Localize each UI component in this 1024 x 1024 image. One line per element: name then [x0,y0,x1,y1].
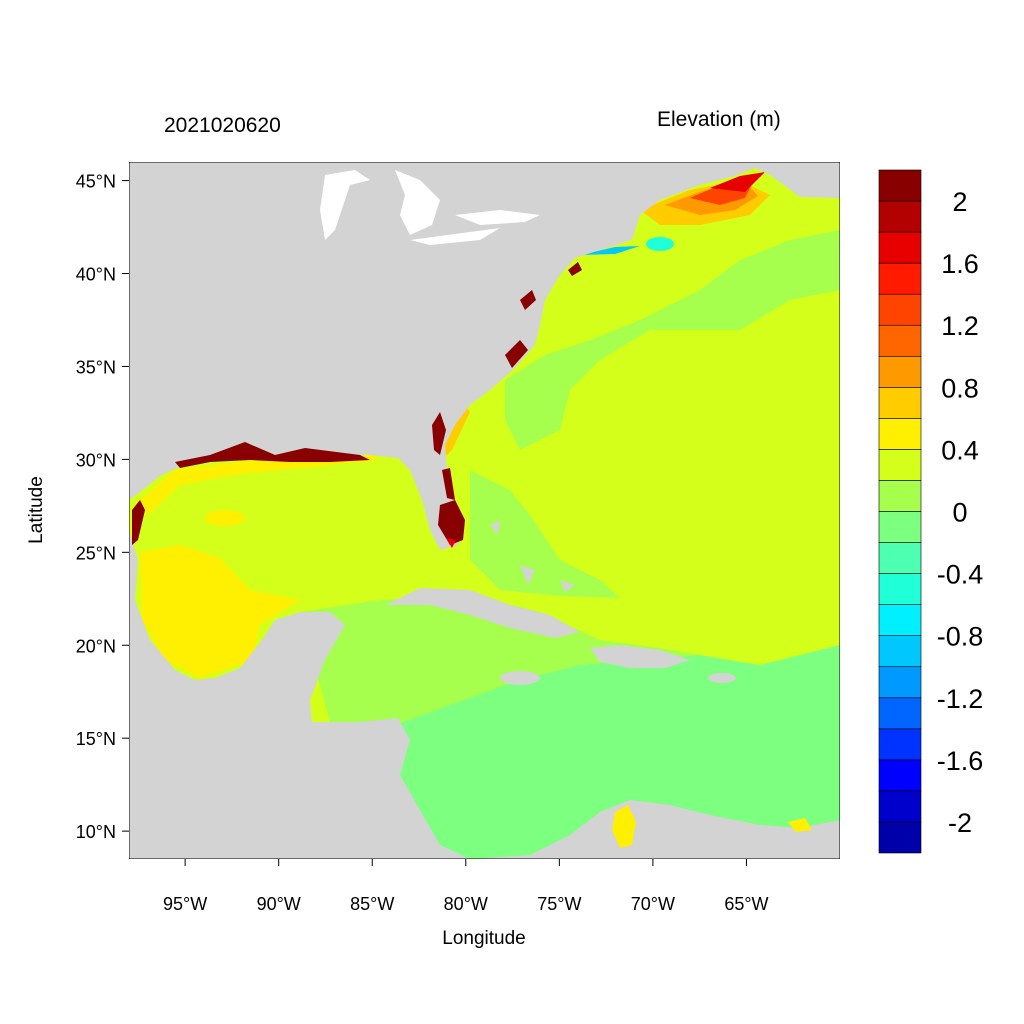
lake-maracaibo [612,805,636,848]
gulf-of-maine-surge-core [710,172,765,192]
south-florida-surge [438,500,465,545]
jamaica-land [500,671,540,685]
lon-tick-label: 80°W [444,894,488,914]
bahamas-land [490,520,575,592]
colorbar-label: -1.6 [937,746,984,776]
colorbar-swatch [878,666,922,699]
colorbar-swatch [878,200,922,233]
timestamp-title: 2021020620 [164,114,281,137]
southeast-florida-surge [442,468,455,500]
cuba-land [385,588,580,638]
lon-ticks: 95°W 90°W 85°W 80°W 75°W 70°W 65°W [163,859,769,914]
lon-tick-label: 95°W [163,894,207,914]
colorbar-swatch [878,697,922,730]
colorbar-swatch [878,418,922,450]
colorbar-swatch [878,759,922,792]
colorbar-swatch [878,262,922,295]
lon-tick-label: 85°W [350,894,394,914]
western-gulf-high [140,545,300,678]
colorbar-label: -0.4 [937,560,984,590]
colorbar-swatch [878,169,922,202]
colorbar-swatch [878,480,922,512]
y-axis-label: Latitude [26,476,47,544]
cape-cod-low [646,237,674,251]
great-lakes [320,170,540,245]
colorbar-swatch [878,231,922,264]
colorbar-swatch [878,387,922,419]
gulf-high-patch [205,510,245,526]
texas-coast-surge-fringe [132,500,145,545]
caribbean-sea-field [395,645,840,859]
hispaniola-land [590,645,690,668]
colorbar-swatch [878,355,922,388]
lat-ticks: 45°N 40°N 35°N 30°N 25°N 20°N 15°N 10°N [76,172,129,842]
colorbar-swatch [878,573,922,605]
lon-tick-label: 70°W [631,894,675,914]
x-axis-label: Longitude [442,928,525,949]
gulf-coastal-band [140,452,380,515]
gulf-coast-surge-fringe [175,442,370,468]
map-panel [129,162,840,859]
colorbar-label: -2 [948,808,972,838]
colorbar-labels: 2 1.6 1.2 0.8 0.4 0 -0.4 -0.8 -1.2 -1.6 -2 [937,187,984,838]
mexico-central-america-land [129,530,470,859]
colorbar-swatch [878,790,922,823]
florida-keys-surge [446,538,456,548]
colorbar-swatch [878,511,922,543]
colorbar-swatch [878,728,922,761]
colorbar-label: 0.8 [941,373,979,403]
colorbar-swatch [878,542,922,574]
lat-tick-label: 20°N [76,636,116,656]
lon-tick-label: 65°W [724,894,768,914]
lon-tick-label: 90°W [257,894,301,914]
colorbar-swatch [878,324,922,357]
east-coast-surge-fringe [432,262,582,455]
lat-tick-label: 40°N [76,265,116,285]
colorbar-swatch [878,635,922,668]
lon-tick-label: 75°W [537,894,581,914]
atlantic-shelf-field [505,230,840,450]
trinidad-high [788,818,812,832]
colorbar-label: 1.6 [941,249,979,279]
lat-tick-label: 15°N [76,729,116,749]
lat-tick-label: 35°N [76,357,116,377]
south-america-land [470,800,840,859]
colorbar-label: 0.4 [941,435,979,465]
variable-title: Elevation (m) [657,108,781,131]
colorbar-label: 1.2 [941,311,979,341]
colorbar-label: 2 [952,187,967,217]
puerto-rico-land [708,673,736,683]
colorbar-label: 0 [952,498,967,528]
lat-tick-label: 10°N [76,822,116,842]
colorbar-label: -1.2 [937,684,984,714]
lat-tick-label: 45°N [76,172,116,192]
colorbar-swatch [878,604,922,636]
bahamas-shelf-field [470,470,620,598]
colorbar-swatch [878,821,922,854]
colorbar-label: -0.8 [937,622,984,652]
lat-tick-label: 30°N [76,450,116,470]
colorbar [878,169,922,854]
colorbar-swatch [878,293,922,326]
lat-tick-label: 25°N [76,543,116,563]
colorbar-swatch [878,449,922,481]
western-caribbean-field [300,595,700,725]
long-island-sound-low [580,246,640,255]
